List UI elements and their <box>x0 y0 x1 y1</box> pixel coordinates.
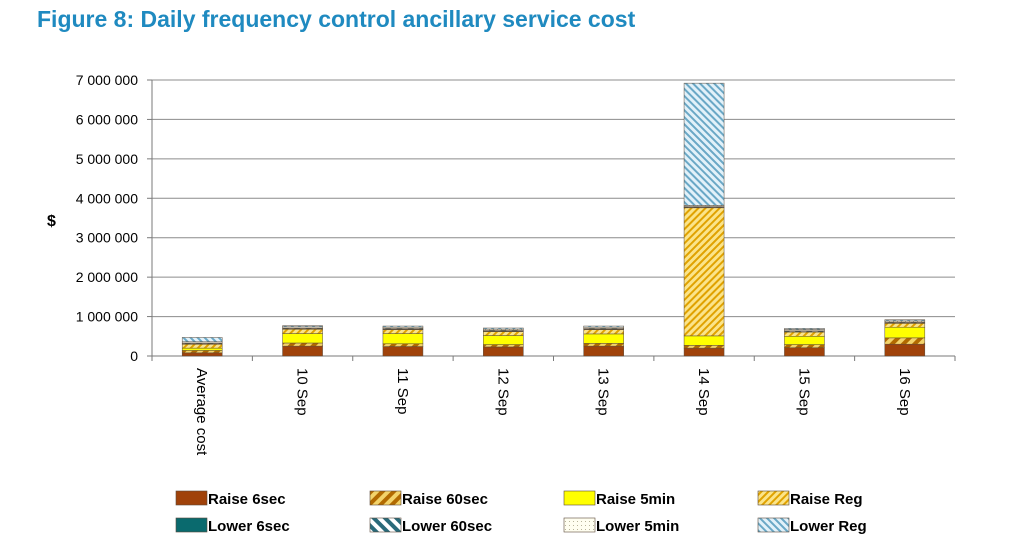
y-axis-label: $ <box>47 213 56 230</box>
figure-title: Figure 8: Daily frequency control ancill… <box>37 6 636 32</box>
bar-segment-lower-reg <box>583 325 624 328</box>
bar-segment-lower-reg <box>181 337 223 343</box>
bar-segment-lower-reg <box>282 325 323 328</box>
bar-segment-lower-reg <box>884 319 926 322</box>
bar-segment-lower-reg <box>382 325 424 328</box>
bar-segment-raise-reg <box>282 328 323 334</box>
legend-swatch-lower-6sec <box>175 517 208 533</box>
bar-segment-raise-60sec <box>583 343 624 347</box>
y-tick-label: 5 000 000 <box>76 151 138 167</box>
bar-segment-raise-5min <box>683 335 725 346</box>
bar-segment-raise-6sec <box>784 347 825 357</box>
bar-segment-raise-reg <box>784 331 825 337</box>
x-tick-label: 11 Sep <box>394 368 411 414</box>
legend-swatch-raise-5min <box>563 490 596 506</box>
legend-swatch-lower-5min <box>563 517 596 533</box>
bar-segment-raise-60sec <box>181 350 223 354</box>
bar-segment-raise-6sec <box>884 343 926 357</box>
bar-segment-raise-60sec <box>784 344 825 348</box>
bar-segment-raise-6sec <box>483 346 524 357</box>
legend-swatch-lower-60sec <box>369 517 402 533</box>
bar-segment-raise-6sec <box>583 345 624 357</box>
x-tick-label: 13 Sep <box>595 368 612 416</box>
bar-segment-raise-5min <box>583 333 624 344</box>
y-tick-label: 0 <box>130 348 138 364</box>
y-tick-label: 3 000 000 <box>76 230 138 246</box>
y-tick-label: 7 000 000 <box>76 72 138 88</box>
bar-segment-raise-60sec <box>382 343 424 347</box>
bar-segment-raise-6sec <box>282 345 323 357</box>
bar-segment-raise-5min <box>181 347 223 351</box>
x-tick-label: 15 Sep <box>795 368 812 416</box>
legend-label: Lower 60sec <box>402 518 492 535</box>
legend-swatch-lower-reg <box>757 517 790 533</box>
bar-segment-raise-5min <box>884 326 926 339</box>
legend-label: Raise 6sec <box>208 491 286 508</box>
y-tick-label: 6 000 000 <box>76 111 138 127</box>
bar-segment-raise-reg <box>583 329 624 335</box>
legend-swatch-raise-6sec <box>175 490 208 506</box>
bar-segment-raise-60sec <box>683 345 725 349</box>
bar-segment-raise-reg <box>884 323 926 328</box>
bar-segment-raise-reg <box>181 343 223 349</box>
bar-segment-raise-6sec <box>683 347 725 357</box>
bar-segment-raise-5min <box>282 333 323 344</box>
legend-label: Lower 6sec <box>208 518 290 535</box>
legend-label: Lower Reg <box>790 518 867 535</box>
bar-segment-raise-reg <box>483 331 524 336</box>
y-tick-label: 2 000 000 <box>76 269 138 285</box>
x-tick-label: 14 Sep <box>695 368 712 416</box>
bar-segment-lower-reg <box>683 82 725 206</box>
bar-segment-raise-reg <box>683 207 725 337</box>
bar-segment-raise-6sec <box>181 352 223 357</box>
bar-segment-raise-5min <box>483 335 524 345</box>
x-tick-label: 16 Sep <box>896 368 913 416</box>
bar-segment-lower-reg <box>784 328 825 330</box>
legend-label: Raise 5min <box>596 491 675 508</box>
x-tick-label: Average cost <box>193 368 210 456</box>
bar-segment-raise-6sec <box>382 346 424 357</box>
legend-label: Raise 60sec <box>402 491 488 508</box>
legend-swatch-raise-60sec <box>369 490 402 506</box>
bar-segment-lower-reg <box>483 327 524 330</box>
bar-segment-raise-5min <box>382 333 424 345</box>
legend-label: Lower 5min <box>596 518 679 535</box>
x-tick-label: 10 Sep <box>294 368 311 416</box>
bar-segment-raise-60sec <box>282 342 323 347</box>
bar-segment-raise-reg <box>382 329 424 334</box>
y-tick-label: 1 000 000 <box>76 309 138 325</box>
x-tick-label: 12 Sep <box>494 368 511 416</box>
bar-segment-raise-60sec <box>483 344 524 348</box>
bar-segment-raise-5min <box>784 336 825 345</box>
bar-segment-raise-60sec <box>884 337 926 345</box>
legend-label: Raise Reg <box>790 491 863 508</box>
legend-swatch-raise-reg <box>757 490 790 506</box>
y-tick-label: 4 000 000 <box>76 190 138 206</box>
